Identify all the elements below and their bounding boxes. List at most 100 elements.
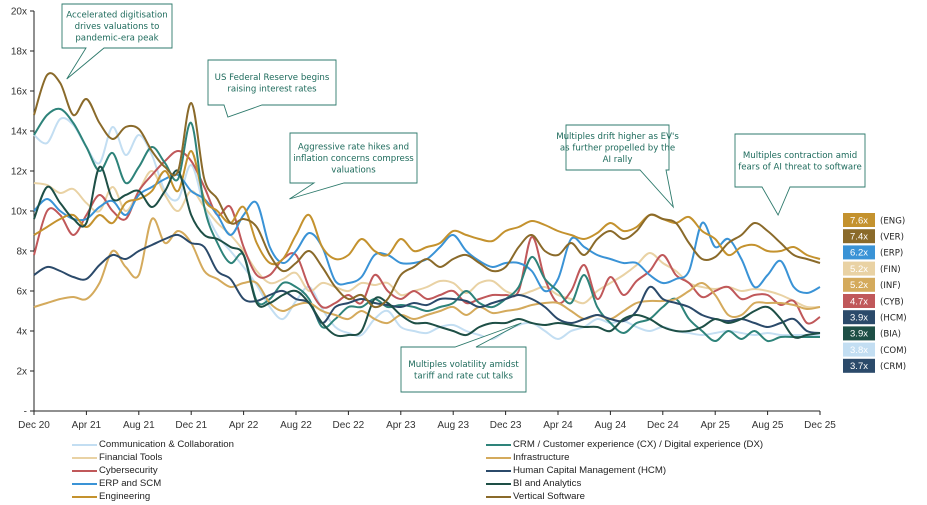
annotation-text: Accelerated digitisation: [66, 11, 167, 21]
x-tick-label: Dec 23: [490, 420, 522, 431]
y-tick-label: 10x: [11, 207, 27, 218]
x-tick-label: Dec 25: [804, 420, 836, 431]
badge-value: 7.6x: [850, 215, 868, 226]
y-axis: - 2x 4x 6x 8x 10x 12x 14x 16x 18x 20x: [11, 7, 35, 418]
annotation-text: raising interest rates: [227, 84, 317, 94]
badge-swatch: [843, 261, 875, 276]
series-layer: [33, 72, 821, 343]
end-badge: 3.9x (HCM): [843, 310, 907, 325]
badge-swatch: [843, 294, 875, 308]
badge-value: 5.2x: [850, 280, 868, 291]
callout-box: [61, 3, 173, 80]
legend-swatch: [486, 469, 511, 472]
legend-label: CRM / Customer experience (CX) / Digital…: [513, 439, 764, 450]
callout-box: [400, 322, 527, 393]
y-tick-label: 2x: [16, 367, 27, 378]
x-tick-label: Aug 22: [280, 420, 312, 431]
x-tick-label: Apr 24: [543, 420, 573, 431]
annotation-text: AI rally: [603, 155, 633, 165]
end-badge: 7.4x (VER): [843, 229, 904, 244]
badge-value: 4.7x: [850, 296, 868, 307]
annotation-text: drives valuations to: [75, 22, 160, 32]
end-badge: 3.9x (BIA): [843, 326, 901, 341]
callout-box: [734, 133, 866, 217]
annotation-text: Multiples drift higher as EV's: [556, 132, 679, 142]
badge-code: (FIN): [880, 265, 901, 275]
badge-value: 3.7x: [850, 361, 868, 372]
badge-swatch: [843, 229, 875, 244]
badge-code: (ERP): [880, 249, 903, 259]
series-line-cyb: [33, 150, 821, 325]
badge-swatch: [843, 326, 875, 341]
legend-item: Cybersecurity: [72, 464, 234, 477]
badge-code: (CYB): [880, 297, 904, 307]
badge-swatch: [843, 245, 875, 260]
legend-item: Human Capital Management (HCM): [486, 464, 763, 477]
legend-item: Infrastructure: [486, 451, 763, 464]
legend-label: Engineering: [99, 491, 151, 502]
legend-swatch: [486, 482, 511, 485]
series-line-ver: [33, 72, 821, 309]
end-badge: 5.2x (FIN): [843, 261, 901, 276]
annotation-text: Multiples contraction amid: [743, 151, 857, 161]
annotation-text: Multiples volatility amidst: [408, 360, 519, 370]
series-line-bia: [33, 165, 821, 339]
x-tick-label: Aug 23: [437, 420, 469, 431]
end-badge: 5.2x (INF): [843, 277, 901, 292]
annotation-text: pandemic-era peak: [75, 34, 158, 44]
x-tick-label: Aug 21: [123, 420, 155, 431]
badge-value: 3.9x: [850, 329, 868, 340]
badge-swatch: [843, 213, 875, 227]
badge-value: 3.9x: [850, 313, 868, 324]
legend-item: Vertical Software: [486, 490, 763, 503]
annotation-text: US Federal Reserve begins: [215, 73, 330, 83]
annotation-text: Aggressive rate hikes and: [298, 143, 409, 153]
callout-box: [565, 124, 675, 209]
annotation-text: tariff and rate cut talks: [414, 371, 514, 381]
y-tick-label: -: [24, 407, 27, 418]
legend-swatch: [72, 495, 97, 498]
badge-code: (VER): [880, 233, 904, 243]
legend-label: Infrastructure: [513, 452, 570, 463]
annotation-text: fears of AI threat to software: [738, 162, 862, 172]
y-tick-label: 16x: [11, 87, 27, 98]
legend-label: Vertical Software: [513, 491, 585, 502]
legend-swatch: [72, 443, 97, 446]
legend-item: Communication & Collaboration: [72, 438, 234, 451]
end-badge: 6.2x (ERP): [843, 245, 903, 260]
badge-swatch: [843, 342, 875, 357]
y-tick-label: 14x: [11, 127, 27, 138]
badge-swatch: [843, 310, 875, 325]
legend-right: CRM / Customer experience (CX) / Digital…: [486, 438, 763, 503]
y-tick-label: 4x: [16, 327, 27, 338]
line-chart: - 2x 4x 6x 8x 10x 12x 14x 16x 18x 20x Dec 20 Apr 21…: [11, 3, 907, 431]
end-value-badges: 7.6x (ENG)7.4x (VER)6.2x (ERP)5.2x (FIN)5.2x…: [843, 213, 907, 373]
end-badge: 3.7x (CRM): [843, 358, 906, 373]
legend-label: Financial Tools: [99, 452, 163, 463]
annotation-text: valuations: [331, 166, 376, 176]
legend-label: ERP and SCM: [99, 478, 162, 489]
legend-item: CRM / Customer experience (CX) / Digital…: [486, 438, 763, 451]
legend-item: ERP and SCM: [72, 477, 234, 490]
legend-swatch: [486, 495, 511, 498]
legend-label: Human Capital Management (HCM): [513, 465, 667, 476]
legend-left: Communication & Collaboration Financial …: [72, 438, 234, 503]
badge-value: 5.2x: [850, 264, 868, 275]
x-tick-label: Dec 21: [175, 420, 207, 431]
badge-code: (ENG): [880, 216, 905, 226]
legend-item: Financial Tools: [72, 451, 234, 464]
legend-swatch: [72, 469, 97, 472]
y-tick-label: 8x: [16, 247, 27, 258]
x-tick-label: Apr 22: [229, 420, 259, 431]
legend-item: BI and Analytics: [486, 477, 763, 490]
callout-box: [289, 132, 418, 200]
badge-swatch: [843, 358, 875, 373]
legend-label: Cybersecurity: [99, 465, 158, 476]
legend-label: BI and Analytics: [513, 478, 582, 489]
y-tick-label: 6x: [16, 287, 27, 298]
